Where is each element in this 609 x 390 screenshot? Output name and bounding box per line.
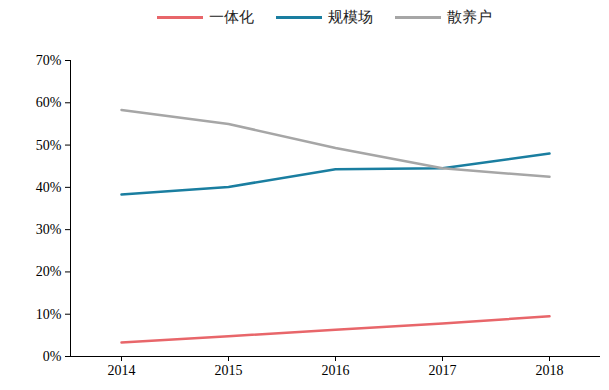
svg-text:2018: 2018 bbox=[536, 363, 564, 378]
svg-text:70%: 70% bbox=[36, 53, 62, 68]
svg-text:60%: 60% bbox=[36, 95, 62, 110]
svg-text:2016: 2016 bbox=[322, 363, 350, 378]
html-text:散养户: 散养户 bbox=[447, 7, 492, 26]
html-text:规模场: 规模场 bbox=[328, 7, 373, 26]
svg-text:0%: 0% bbox=[43, 349, 62, 364]
html-text:一体化: 一体化 bbox=[209, 7, 254, 26]
svg-text:30%: 30% bbox=[36, 222, 62, 237]
svg-text:2017: 2017 bbox=[429, 363, 457, 378]
svg-text:2014: 2014 bbox=[108, 363, 136, 378]
svg-text:10%: 10% bbox=[36, 307, 62, 322]
svg-text:2015: 2015 bbox=[215, 363, 243, 378]
svg-text:50%: 50% bbox=[36, 138, 62, 153]
svg-text:20%: 20% bbox=[36, 264, 62, 279]
svg-text:40%: 40% bbox=[36, 180, 62, 195]
